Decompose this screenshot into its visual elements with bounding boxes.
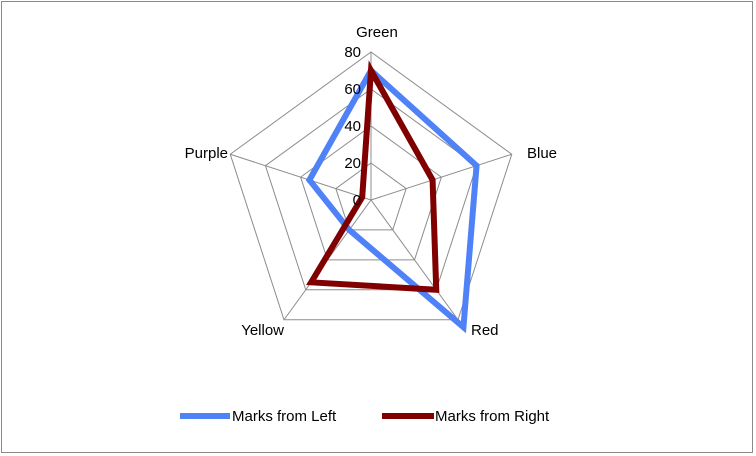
tick-label-60: 60 <box>344 81 361 98</box>
grid-ring-80 <box>229 51 513 321</box>
spoke-red <box>370 199 459 321</box>
tick-label-40: 40 <box>344 118 361 135</box>
grid-ring-20 <box>335 162 407 231</box>
tick-label-0: 0 <box>353 192 361 209</box>
tick-label-20: 20 <box>344 155 361 172</box>
radar-grid <box>229 51 513 321</box>
spoke-purple <box>230 153 372 201</box>
legend-label-left: Marks from Left <box>232 408 337 425</box>
category-label-blue: Blue <box>527 145 557 162</box>
series-line-right <box>306 60 440 293</box>
series-line-left <box>305 65 480 334</box>
tick-label-80: 80 <box>344 44 361 61</box>
category-label-purple: Purple <box>185 145 228 162</box>
tick-labels: 0 20 40 60 80 <box>344 44 361 209</box>
grid-ring-40 <box>300 125 442 261</box>
category-label-red: Red <box>471 322 499 339</box>
spoke-blue <box>370 153 512 201</box>
category-label-yellow: Yellow <box>241 322 284 339</box>
legend-label-right: Marks from Right <box>435 408 550 425</box>
legend: Marks from Left Marks from Right <box>180 408 550 425</box>
category-labels: Green Blue Red Yellow Purple <box>185 24 557 339</box>
series-lines <box>305 60 480 334</box>
category-label-green: Green <box>356 24 398 41</box>
